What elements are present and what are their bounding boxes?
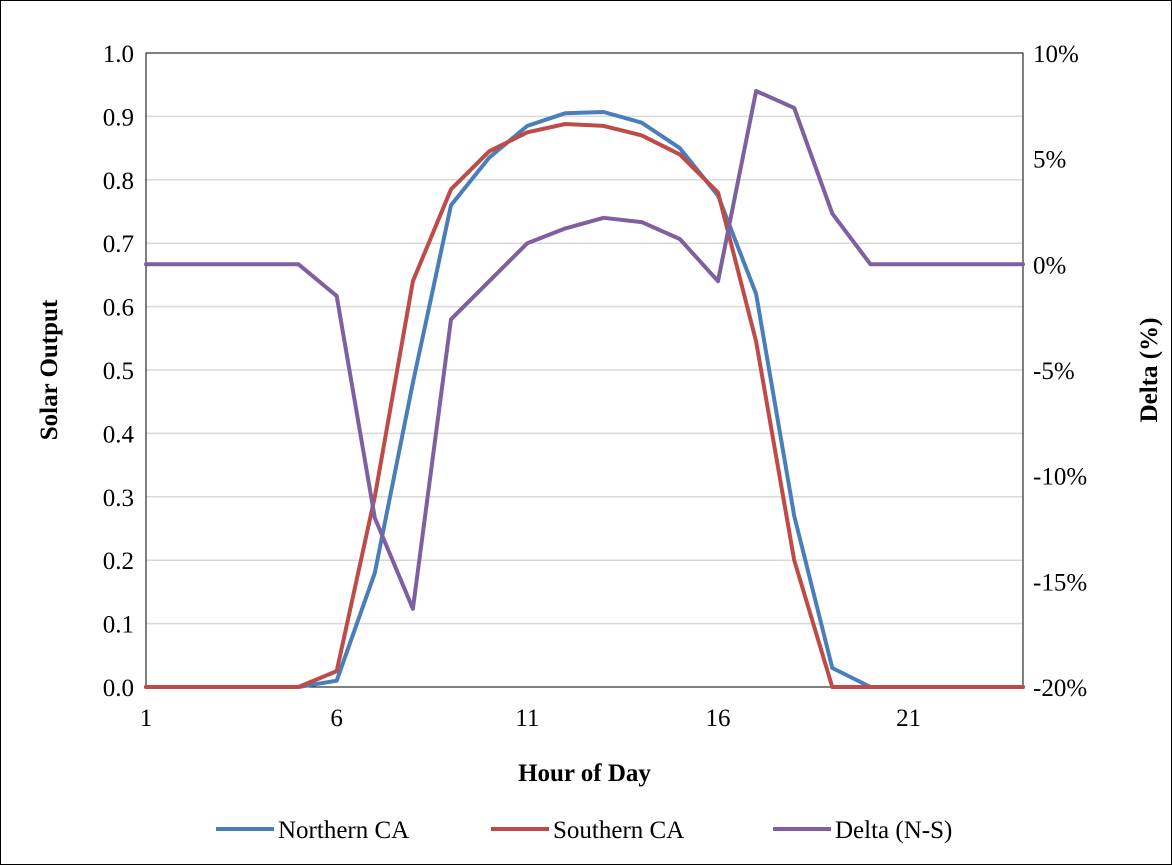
series-line (144, 122, 1025, 689)
x-tick-label: 6 (330, 705, 343, 732)
series-line (144, 89, 1025, 611)
y2-tick-label: 0% (1033, 252, 1066, 279)
y-tick-label: 0.7 (103, 231, 134, 258)
y2-tick-label: 5% (1033, 147, 1066, 174)
left-axis-ticks: 0.0 0.1 0.2 0.3 0.4 0.5 0.6 0.7 0.8 0.9 1.0 (103, 41, 135, 702)
y-tick-label: 1.0 (103, 41, 134, 68)
y-tick-label: 0.2 (103, 548, 134, 575)
y-tick-label: 0.6 (103, 295, 134, 322)
y-tick-label: 0.1 (103, 612, 134, 639)
y-tick-label: 0.5 (103, 358, 134, 385)
series-lines (144, 89, 1025, 689)
x-axis-ticks: 1 6 11 16 21 (140, 705, 921, 732)
y2-tick-label: -15% (1033, 569, 1087, 596)
legend-label: Northern CA (278, 817, 409, 844)
y-tick-label: 0.8 (103, 168, 134, 195)
gridlines (146, 115, 1023, 625)
y2-tick-label: 10% (1033, 41, 1079, 68)
y2-tick-label: -5% (1033, 358, 1075, 385)
y2-axis-title: Delta (%) (1136, 318, 1163, 423)
x-tick-label: 21 (896, 705, 921, 732)
y-tick-label: 0.3 (103, 485, 134, 512)
legend: Northern CA Southern CA Delta (N-S) (216, 817, 952, 844)
x-tick-label: 1 (140, 705, 153, 732)
legend-label: Southern CA (553, 817, 684, 844)
y-axis-title: Solar Output (36, 299, 63, 440)
plot-area-border (145, 52, 1024, 688)
y-tick-label: 0.4 (103, 421, 135, 448)
series-line (144, 110, 1025, 689)
legend-label: Delta (N-S) (835, 817, 952, 844)
y2-tick-label: -10% (1033, 464, 1087, 491)
x-tick-label: 16 (705, 705, 730, 732)
y-tick-label: 0.0 (103, 675, 134, 702)
y2-tick-label: -20% (1033, 675, 1087, 702)
right-axis-ticks: -20% -15% -10% -5% 0% 5% 10% (1033, 41, 1087, 702)
x-axis-title: Hour of Day (518, 760, 651, 787)
y-tick-label: 0.9 (103, 104, 134, 131)
x-tick-label: 11 (515, 705, 539, 732)
